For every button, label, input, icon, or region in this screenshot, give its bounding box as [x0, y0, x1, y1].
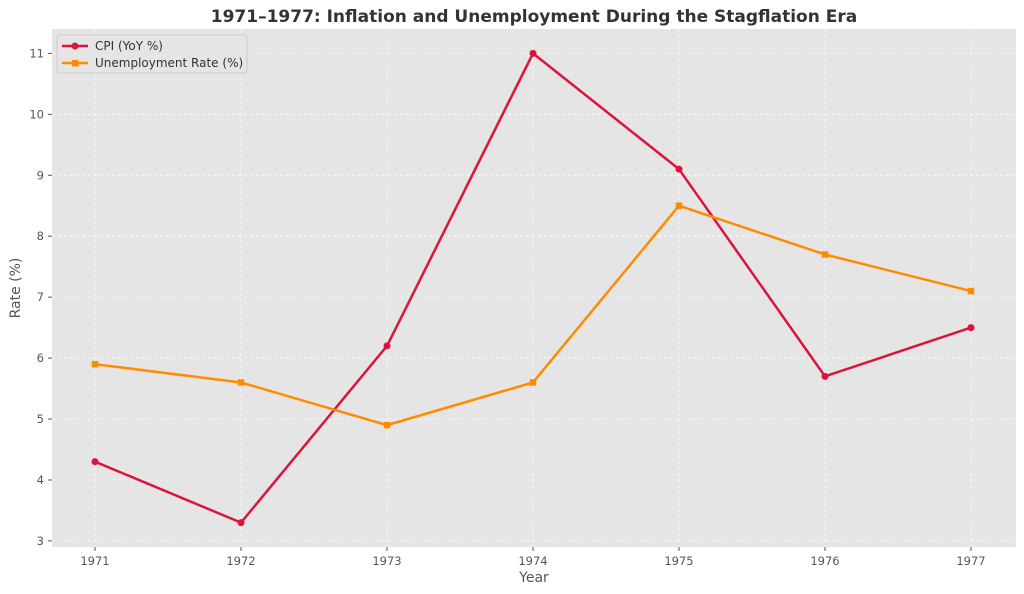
data-point: [821, 372, 829, 380]
y-tick-label: 9: [37, 168, 44, 182]
y-tick-label: 3: [37, 534, 44, 548]
y-tick-label: 7: [37, 290, 44, 304]
x-axis-label: Year: [518, 570, 549, 586]
x-tick-label: 1975: [664, 554, 693, 568]
data-point: [237, 379, 245, 386]
data-point: [529, 379, 537, 386]
x-tick-label: 1973: [372, 554, 401, 568]
data-point: [675, 165, 683, 173]
data-point: [675, 202, 683, 209]
y-tick-label: 8: [37, 229, 44, 243]
x-tick-label: 1976: [810, 554, 839, 568]
x-tick-label: 1972: [226, 554, 255, 568]
data-point: [383, 342, 391, 350]
legend-cpi-marker: [71, 42, 79, 50]
x-tick-label: 1977: [956, 554, 985, 568]
grid: [52, 29, 1016, 547]
y-tick-label: 4: [37, 473, 44, 487]
data-point: [821, 251, 829, 258]
data-point: [383, 421, 391, 429]
series-layer: [91, 49, 975, 527]
legend-unemployment-label: Unemployment Rate (%): [95, 56, 243, 70]
data-point: [967, 287, 975, 295]
data-point: [91, 458, 99, 466]
y-tick-label: 5: [37, 412, 44, 426]
y-axis-ticks: 3 4 5 6 7 8 9 10 11: [29, 46, 52, 548]
x-axis-ticks: 1971 1972 1973 1974 1975 1976 1977: [80, 547, 986, 568]
y-tick-label: 6: [37, 351, 44, 365]
legend: CPI (YoY %) Unemployment Rate (%): [56, 34, 248, 74]
y-axis-label: Rate (%): [8, 258, 24, 319]
legend-box: [56, 34, 248, 74]
y-tick-label: 10: [29, 107, 44, 121]
chart-title: 1971–1977: Inflation and Unemployment Du…: [211, 7, 857, 27]
data-point: [967, 324, 975, 332]
y-tick-label: 11: [29, 46, 44, 60]
data-point: [237, 519, 245, 527]
data-point: [529, 49, 537, 57]
x-tick-label: 1974: [518, 554, 547, 568]
data-point: [91, 360, 99, 368]
plot-area: [52, 29, 1016, 547]
legend-unemployment-marker: [72, 60, 79, 67]
x-tick-label: 1971: [80, 554, 109, 568]
legend-cpi-label: CPI (YoY %): [95, 39, 163, 53]
